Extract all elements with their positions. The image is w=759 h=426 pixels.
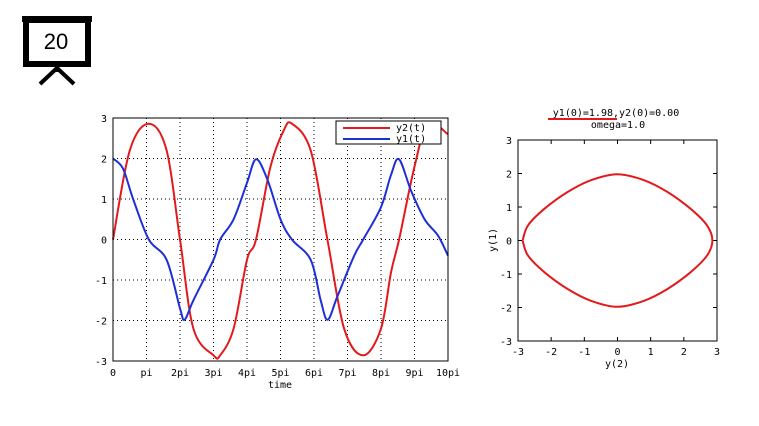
tick-labels: -3 -2 -1 0 1 2 3 3 2 1 0 -1 -2 -3 [500, 136, 720, 358]
slide-number: 20 [43, 29, 69, 54]
x-tick-label: pi [140, 368, 152, 379]
x-tick-label: -1 [578, 347, 590, 358]
y-tick-label: 3 [101, 114, 107, 125]
x-tick-label: 0 [110, 368, 116, 379]
x-tick-label: -2 [545, 347, 557, 358]
y-tick-label: -3 [500, 337, 512, 348]
y-tick-label: 2 [506, 170, 512, 181]
y-tick-label: 2 [101, 155, 107, 166]
y-tick-label: -1 [95, 276, 107, 287]
y-tick-label: -1 [500, 270, 512, 281]
x-tick-label: -3 [512, 347, 524, 358]
x-tick-label: 4pi [238, 368, 256, 379]
y-tick-label: 1 [101, 195, 107, 206]
y-tick-label: -3 [95, 357, 107, 368]
legend-label-y2: y2(t) [396, 123, 426, 134]
x-tick-label: 1 [648, 347, 654, 358]
chart-subtitle: omega=1.0 [591, 120, 645, 131]
y-tick-label: -2 [95, 317, 107, 328]
series-lines [112, 121, 449, 360]
chart-title: y1(0)=1.98,y2(0)=0.00 [553, 108, 679, 119]
x-tick-label: 8pi [372, 368, 390, 379]
x-tick-label: 6pi [305, 368, 323, 379]
y-tick-label: 0 [101, 236, 107, 247]
plot-frame [112, 117, 449, 362]
plot-frame [517, 139, 718, 342]
presentation-board-icon [22, 16, 92, 86]
grid [113, 118, 448, 361]
y-tick-label: -2 [500, 304, 512, 315]
y-tick-label: 3 [506, 136, 512, 147]
x-tick-label: 10pi [436, 368, 460, 379]
x-tick-label: 5pi [271, 368, 289, 379]
orbit-line [521, 173, 714, 308]
y-tick-label: 0 [506, 237, 512, 248]
series-line-y2 [112, 121, 449, 360]
x-tick-label: 3 [714, 347, 720, 358]
y-axis-label: y(1) [488, 228, 499, 252]
orbit-curve [521, 173, 714, 308]
x-tick-label: 2 [681, 347, 687, 358]
x-tick-label: 9pi [405, 368, 423, 379]
x-tick-label: 3pi [204, 368, 222, 379]
x-axis-label: y(2) [605, 359, 629, 370]
legend: y2(t) y1(t) [335, 120, 442, 145]
series-line-y1 [112, 157, 449, 321]
x-axis-label: time [268, 380, 292, 391]
x-tick-label: 7pi [338, 368, 356, 379]
legend-label-y1: y1(t) [396, 134, 426, 145]
x-tick-label: 2pi [171, 368, 189, 379]
x-tick-label: 0 [614, 347, 620, 358]
y-tick-label: 1 [506, 203, 512, 214]
tick-labels: 0 pi 2pi 3pi 4pi 5pi 6pi 7pi 8pi 9pi 10pi 3 2 1 0 -1 -2 -… [95, 114, 460, 379]
